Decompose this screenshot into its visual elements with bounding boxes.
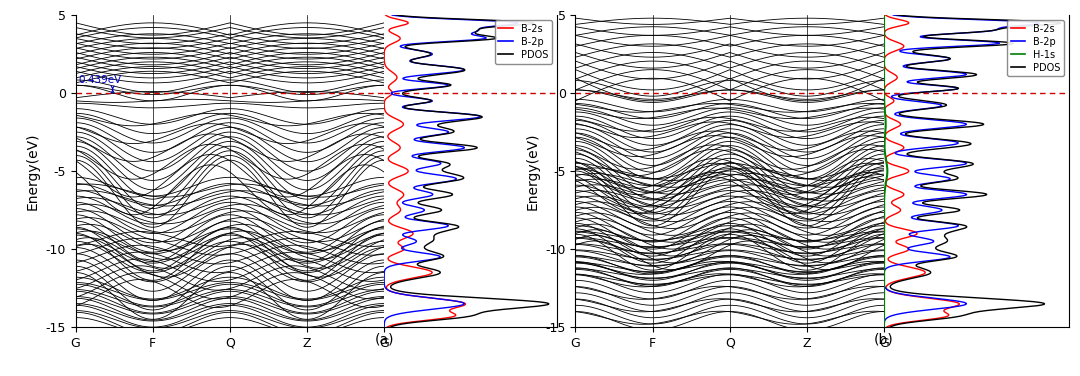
Y-axis label: Energy(eV): Energy(eV) [526,132,540,210]
X-axis label: (a): (a) [375,333,394,347]
Legend: B-2s, B-2p, PDOS: B-2s, B-2p, PDOS [495,20,552,64]
Text: 0.439eV: 0.439eV [79,75,122,85]
Y-axis label: Energy(eV): Energy(eV) [26,132,40,210]
Legend: B-2s, B-2p, H-1s, PDOS: B-2s, B-2p, H-1s, PDOS [1007,20,1064,76]
X-axis label: (b): (b) [874,333,894,347]
